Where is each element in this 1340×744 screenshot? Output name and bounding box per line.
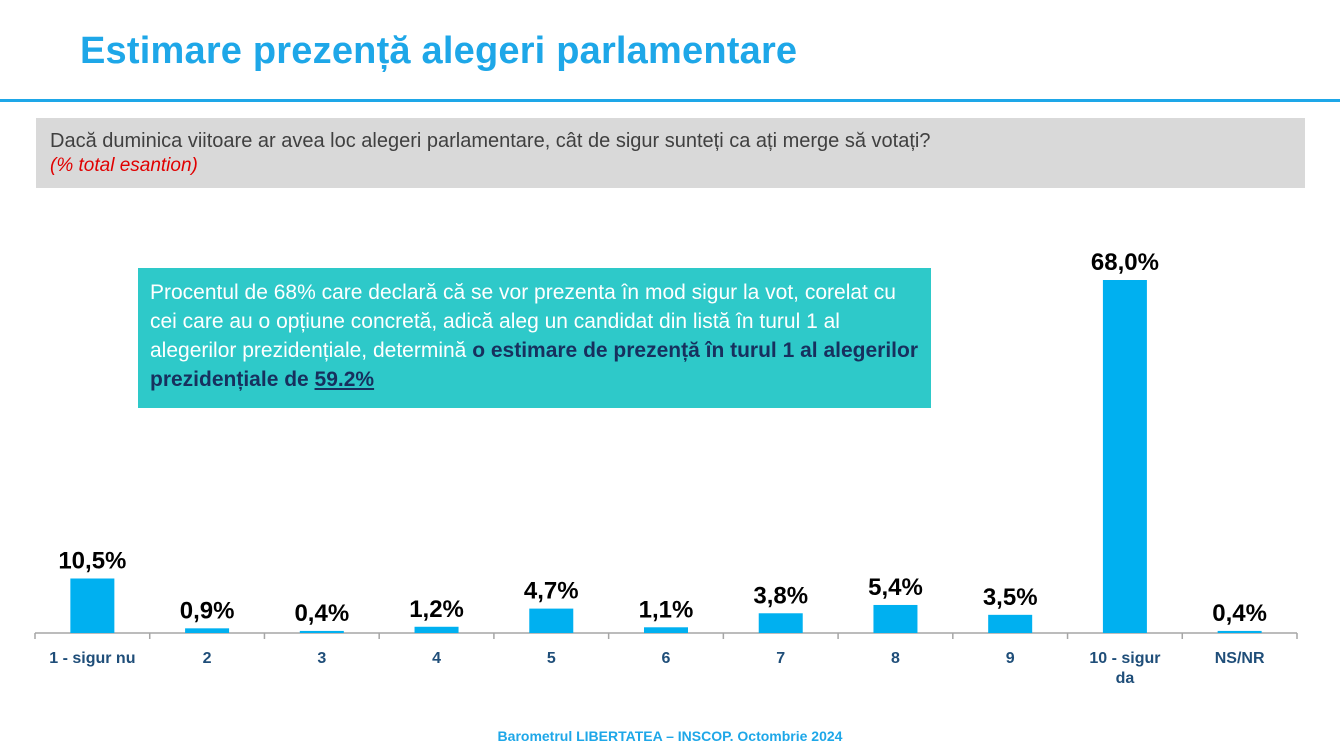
bar-data-label: 0,9% <box>180 597 235 624</box>
chart-bar <box>988 614 1033 633</box>
callout-value: 59.2% <box>314 368 375 391</box>
bar-data-label: 3,8% <box>753 582 808 609</box>
title-underline <box>0 99 1340 102</box>
x-tick-label: 2 <box>203 650 212 667</box>
page-title: Estimare prezență alegeri parlamentare <box>80 30 798 72</box>
chart-bar <box>758 613 803 633</box>
x-tick-label: 3 <box>317 650 326 667</box>
bar-data-label: 3,5% <box>983 584 1038 611</box>
chart-bar <box>299 630 344 633</box>
x-tick-label: 5 <box>547 650 556 667</box>
callout-emphasis: o estimare de prezență în turul 1 al ale… <box>150 339 918 391</box>
chart-bar <box>1102 280 1147 633</box>
x-tick-label: 10 - sigur da <box>1089 650 1160 687</box>
bar-data-label: 68,0% <box>1091 249 1159 276</box>
chart-bar <box>70 578 115 633</box>
x-tick-label: 8 <box>891 650 900 667</box>
bar-data-label: 1,2% <box>409 596 464 623</box>
bar-data-label: 10,5% <box>58 547 126 574</box>
bar-data-label: 0,4% <box>294 600 349 627</box>
bar-data-label: 5,4% <box>868 574 923 601</box>
chart-bar <box>644 627 688 633</box>
x-tick-label: 1 - sigur nu <box>49 650 135 667</box>
x-tick-label: 7 <box>776 650 785 667</box>
footer-source: Barometrul LIBERTATEA – INSCOP. Octombri… <box>497 728 843 744</box>
x-tick-label: 9 <box>1006 650 1015 667</box>
bar-data-label: 1,1% <box>639 596 694 623</box>
question-text: Dacă duminica viitoare ar avea loc alege… <box>50 130 931 152</box>
x-tick-label: NS/NR <box>1215 650 1265 667</box>
chart-bar <box>1217 630 1262 633</box>
chart-bar <box>414 626 459 633</box>
x-tick-label: 6 <box>662 650 671 667</box>
chart-bar <box>185 628 230 633</box>
chart-bar <box>529 608 574 633</box>
x-tick-label: 4 <box>432 650 441 667</box>
chart-bar <box>873 604 918 633</box>
bar-data-label: 0,4% <box>1212 600 1267 627</box>
question-note: (% total esantion) <box>50 155 198 176</box>
callout-text: Procentul de 68% care declară că se vor … <box>150 281 896 362</box>
question-box: Dacă duminica viitoare ar avea loc alege… <box>36 118 1305 188</box>
callout-box: Procentul de 68% care declară că se vor … <box>138 268 931 408</box>
bar-data-label: 4,7% <box>524 578 579 605</box>
